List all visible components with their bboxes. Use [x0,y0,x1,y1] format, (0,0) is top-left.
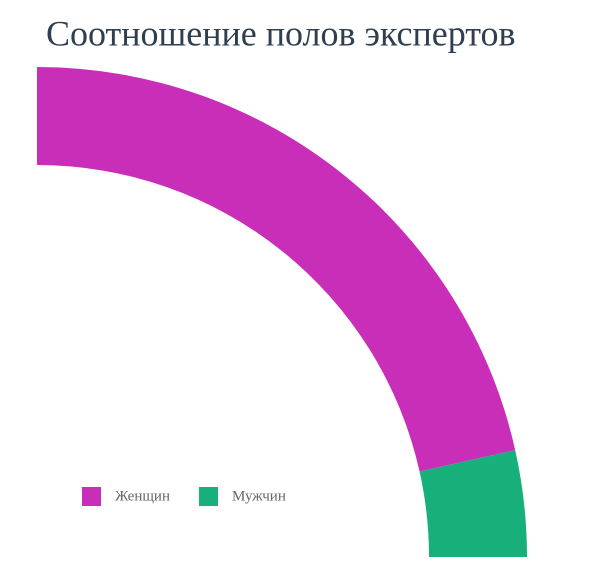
pie-slice [37,67,516,472]
legend-swatch [199,487,218,506]
pie-slice [419,450,527,557]
legend-swatch [82,487,101,506]
legend-label: Мужчин [232,488,286,504]
legend-label: Женщин [115,488,170,504]
chart-title: Соотношение полов экспертов [46,13,516,53]
